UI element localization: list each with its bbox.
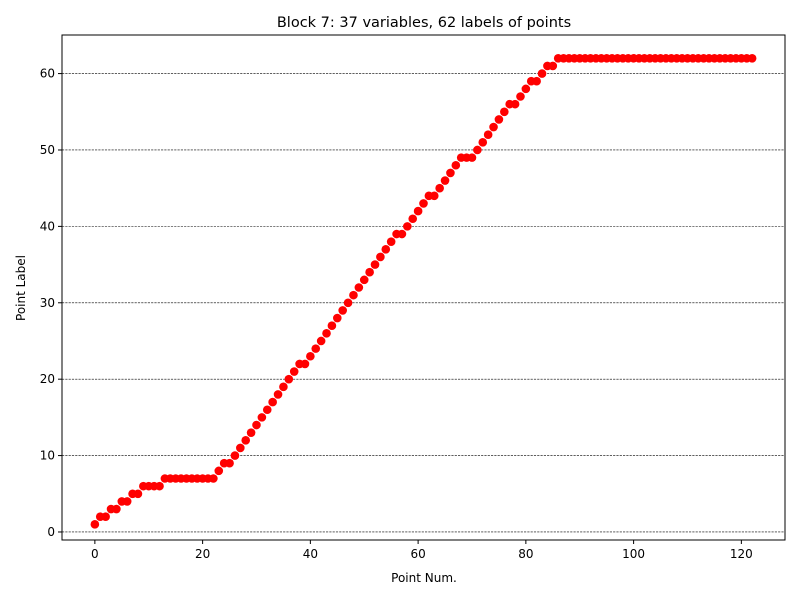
data-point: [284, 374, 294, 384]
data-point: [338, 306, 347, 315]
data-point: [343, 298, 353, 308]
data-point: [252, 420, 261, 430]
x-axis-ticks: 0 20 40 60 80 100 120: [91, 540, 753, 561]
data-point: [408, 214, 418, 224]
x-tick-label: 120: [730, 547, 753, 561]
data-point: [365, 267, 374, 277]
data-point: [225, 458, 234, 468]
y-axis-ticks: 0 10 20 30 40 50 60: [40, 67, 62, 539]
data-point: [268, 397, 277, 407]
y-tick-label: 50: [40, 143, 55, 157]
y-axis-label: Point Label: [14, 255, 28, 321]
y-tick-label: 20: [40, 372, 55, 386]
data-point: [257, 413, 267, 422]
data-point: [101, 512, 110, 521]
y-tick-label: 40: [40, 219, 55, 233]
data-point: [403, 222, 412, 231]
data-point: [354, 283, 364, 292]
x-tick-label: 0: [91, 547, 99, 561]
data-point: [90, 520, 100, 529]
data-point: [306, 351, 315, 361]
data-point: [122, 497, 132, 506]
data-point: [419, 199, 428, 208]
data-point: [386, 237, 396, 246]
data-point: [489, 122, 498, 132]
data-point: [246, 428, 256, 437]
data-point: [236, 443, 245, 453]
data-point: [327, 321, 337, 330]
data-point: [397, 229, 407, 239]
data-point: [516, 92, 525, 101]
data-point: [500, 107, 509, 117]
x-tick-label: 80: [518, 547, 533, 561]
data-point: [359, 275, 369, 285]
data-point: [209, 474, 218, 483]
data-point: [262, 405, 272, 415]
data-point: [133, 489, 143, 499]
x-tick-label: 40: [303, 547, 318, 561]
data-point: [494, 115, 504, 124]
data-point: [279, 382, 288, 392]
data-point: [548, 61, 558, 71]
data-point: [311, 344, 321, 353]
gridlines: [62, 73, 785, 533]
x-tick-label: 100: [622, 547, 645, 561]
data-point: [214, 466, 224, 476]
y-tick-label: 30: [40, 296, 55, 310]
data-point: [349, 290, 358, 300]
data-point: [289, 367, 299, 376]
data-point: [435, 183, 444, 193]
data-point: [429, 191, 439, 201]
data-point: [273, 390, 283, 399]
data-point: [478, 138, 488, 147]
data-point: [467, 153, 477, 162]
data-point: [300, 359, 310, 369]
data-point: [537, 69, 547, 78]
data-point: [483, 130, 493, 140]
plot-frame: [61, 34, 786, 541]
data-point: [510, 99, 520, 109]
data-point: [333, 313, 342, 323]
y-tick-label: 0: [47, 525, 55, 539]
data-point: [446, 168, 455, 178]
x-tick-label: 60: [410, 547, 425, 561]
x-axis-label: Point Num.: [391, 571, 457, 585]
data-point: [473, 145, 482, 155]
data-point: [230, 451, 240, 460]
data-point: [440, 176, 450, 185]
data-point: [532, 76, 541, 86]
data-points: [90, 54, 757, 529]
x-tick-label: 20: [195, 547, 210, 561]
data-point: [451, 160, 461, 170]
data-point: [376, 252, 385, 262]
data-point: [316, 336, 326, 346]
data-point: [747, 54, 757, 63]
y-tick-label: 10: [40, 449, 55, 463]
data-point: [155, 481, 164, 491]
chart-title: Block 7: 37 variables, 62 labels of poin…: [277, 15, 571, 31]
y-tick-label: 60: [40, 67, 55, 81]
data-point: [413, 206, 423, 216]
data-point: [241, 435, 251, 445]
data-point: [381, 245, 391, 254]
data-point: [322, 329, 331, 338]
data-point: [370, 260, 380, 269]
data-point: [112, 504, 121, 514]
data-point: [521, 84, 531, 94]
